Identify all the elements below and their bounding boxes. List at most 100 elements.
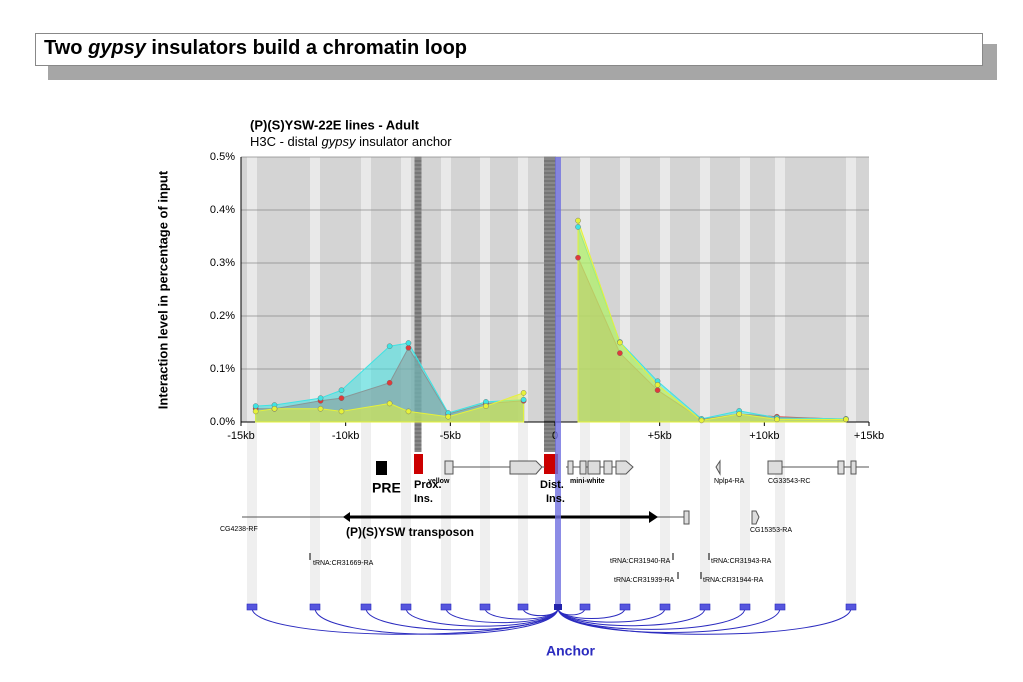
insulator-band	[544, 157, 556, 452]
fragment-marker	[579, 603, 591, 611]
data-point	[736, 411, 743, 417]
data-point	[575, 224, 581, 230]
fragment-marker	[619, 603, 631, 611]
track-label: (P)(S)YSW transposon	[346, 525, 474, 539]
fragment-marker	[360, 603, 372, 611]
loop-arc	[365, 607, 559, 631]
data-point	[252, 403, 259, 409]
track-label: tRNA:CR31669-RA	[313, 560, 374, 567]
x-tick-label: -15kb	[227, 430, 255, 442]
track-label: CG15353-RA	[750, 527, 792, 534]
exon	[683, 510, 690, 525]
fragment-band	[480, 157, 490, 608]
exon	[567, 460, 574, 475]
data-point	[405, 340, 412, 346]
data-point	[575, 254, 581, 261]
track-label: Prox.	[414, 479, 442, 491]
track-label: tRNA:CR31939-RA	[614, 577, 675, 584]
track-label: Dist.	[540, 479, 564, 491]
track-label: tRNA:CR31944-RA	[703, 577, 764, 584]
trna-ticks	[309, 553, 710, 579]
y-tick-label: 0.3%	[210, 257, 235, 269]
anchor-marker	[554, 604, 562, 610]
fragment-marker	[246, 603, 258, 611]
y-tick-label: 0.1%	[210, 363, 235, 375]
insulator	[544, 454, 558, 474]
title-part: gypsy	[88, 37, 146, 59]
fragment-marker	[659, 603, 671, 611]
fragment-marker	[699, 603, 711, 611]
data-point	[405, 408, 412, 415]
fragment-marker	[400, 603, 412, 611]
gene-track	[242, 454, 869, 525]
track-label: CG33543-RC	[768, 478, 810, 485]
track-label: Ins.	[414, 493, 433, 505]
data-point	[520, 390, 527, 396]
fragment-marker	[739, 603, 751, 611]
data-point	[654, 382, 661, 388]
fragment-band	[775, 157, 785, 608]
exon	[767, 460, 783, 475]
fragment-band	[441, 157, 451, 608]
y-tick-label: 0.0%	[210, 416, 235, 428]
transposon-end	[343, 512, 350, 522]
transposon-end	[649, 511, 658, 523]
data-point	[317, 405, 324, 412]
track-label: Anchor	[546, 643, 596, 659]
track-label: Ins.	[546, 493, 565, 505]
exon	[715, 459, 721, 476]
loop-arc	[405, 607, 559, 627]
track-label: yellow	[428, 478, 450, 485]
data-point	[405, 344, 412, 351]
data-point	[617, 350, 623, 356]
track-label: CG4238-RF	[220, 526, 258, 533]
loop-arc	[314, 607, 559, 635]
fragment-marker	[309, 603, 321, 611]
loop-arc	[251, 607, 559, 635]
track-label: tRNA:CR31940-RA	[610, 558, 671, 565]
anchor-line	[555, 157, 561, 608]
data-point	[520, 396, 527, 403]
data-point	[252, 408, 259, 415]
track-label: Nplp4-RA	[714, 478, 745, 485]
title-part: Two	[44, 37, 89, 59]
exon	[579, 460, 587, 475]
data-point	[654, 387, 661, 394]
x-tick-label: -10kb	[332, 430, 360, 442]
y-tick-label: 0.5%	[210, 151, 235, 163]
data-point	[617, 339, 623, 346]
data-point	[317, 395, 324, 401]
data-point	[698, 417, 705, 424]
chart-title: (P)(S)YSW-22E lines - Adult	[250, 117, 420, 132]
y-tick-label: 0.4%	[210, 204, 235, 216]
data-point	[386, 400, 393, 407]
data-point	[843, 416, 849, 423]
exon	[837, 460, 845, 475]
y-tick-label: 0.2%	[210, 310, 235, 322]
loop-arc	[557, 607, 852, 635]
loop-arc	[557, 607, 666, 623]
data-point	[483, 403, 489, 409]
exon	[587, 460, 601, 475]
x-tick-label: +10kb	[749, 430, 779, 442]
data-point	[386, 379, 393, 386]
track-label: tRNA:CR31943-RA	[711, 558, 772, 565]
title-part: insulators build a chromatin loop	[145, 37, 468, 59]
track-label: PRE	[372, 480, 401, 496]
slide-title: Two gypsy insulators build a chromatin l…	[35, 33, 983, 66]
fragment-marker	[440, 603, 452, 611]
fragment-band	[310, 157, 320, 608]
subtitle-part: gypsy	[322, 134, 357, 149]
y-axis-label: Interaction level in percentage of input	[155, 170, 170, 409]
data-point	[774, 416, 780, 423]
fragment-marker	[845, 603, 857, 611]
fragment-band	[247, 157, 257, 608]
fragment-marker	[479, 603, 491, 611]
exon	[444, 460, 454, 475]
fragment-band	[518, 157, 528, 608]
fragment-marker	[517, 603, 529, 611]
exon	[751, 510, 760, 525]
subtitle-part: H3C - distal	[250, 134, 322, 149]
